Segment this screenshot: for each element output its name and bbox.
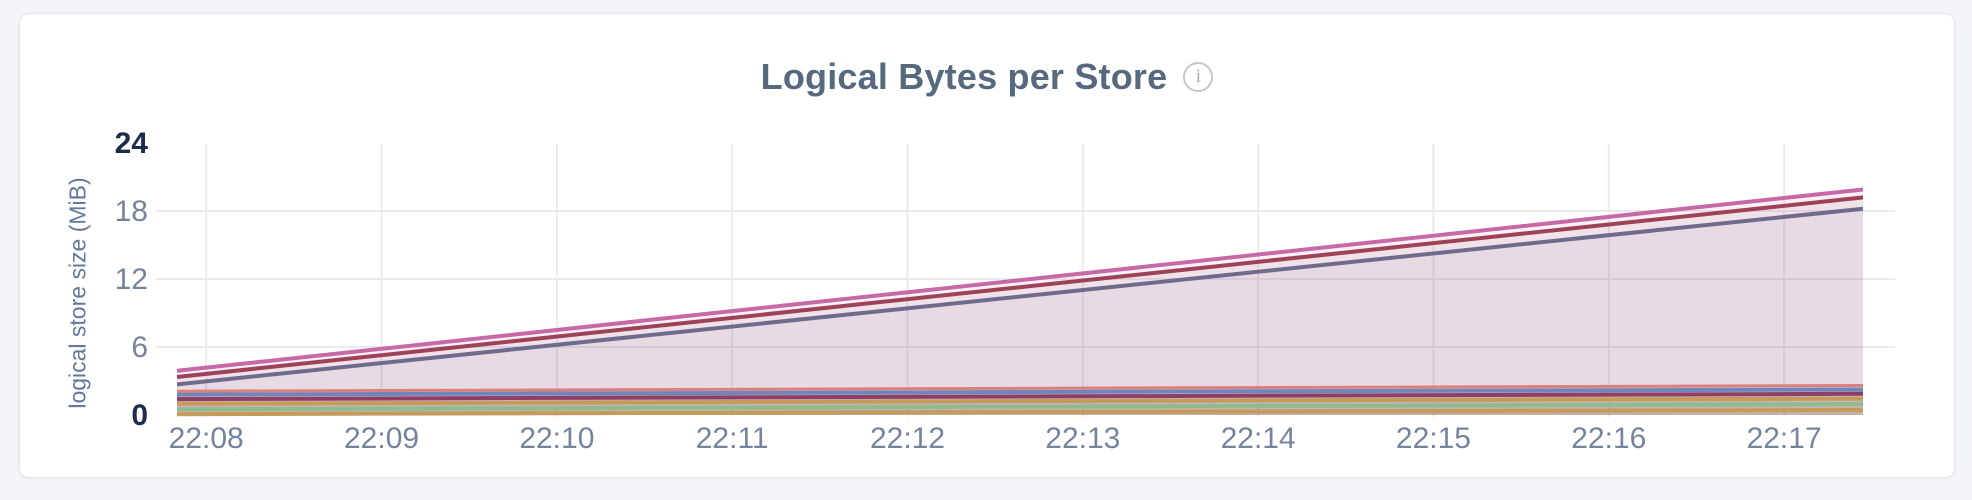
- x-tick-label: 22:15: [1396, 422, 1471, 455]
- info-icon-glyph: i: [1195, 66, 1201, 87]
- y-tick-label: 18: [115, 195, 148, 228]
- line-store-1: [176, 187, 1864, 373]
- x-tick-label: 22:17: [1747, 422, 1822, 455]
- y-tick-label: 24: [115, 127, 149, 160]
- line-store-7: [176, 396, 1864, 406]
- x-tick-label: 22:10: [519, 422, 594, 455]
- x-tick-label: 22:14: [1221, 422, 1296, 455]
- x-tick-label: 22:08: [169, 422, 244, 455]
- line-store-4: [176, 384, 1864, 393]
- line-store-6: [176, 391, 1864, 402]
- line-store-9: [176, 407, 1864, 417]
- x-tick-label: 22:13: [1045, 422, 1120, 455]
- line-store-3: [176, 206, 1864, 387]
- x-tick-label: 22:16: [1571, 422, 1646, 455]
- area-store-1: [177, 189, 1863, 415]
- series-lines: [176, 187, 1864, 417]
- x-tick-label: 22:09: [344, 422, 419, 455]
- y-tick-label: 12: [115, 263, 148, 296]
- chart-header: Logical Bytes per Store i: [20, 56, 1954, 98]
- y-tick-label: 0: [131, 399, 148, 432]
- chart-title: Logical Bytes per Store: [760, 56, 1168, 97]
- line-store-8: [176, 402, 1864, 412]
- info-icon[interactable]: i: [1183, 62, 1214, 92]
- line-store-5: [176, 387, 1864, 397]
- x-tick-label: 22:12: [870, 422, 945, 455]
- area-store-3: [177, 208, 1863, 415]
- axis-labels: 0 6 12 18 24 22:08 22:09 22:10 22:11 22:12 22:13 22…: [115, 127, 1822, 455]
- x-tick-label: 22:11: [696, 422, 769, 455]
- line-store-2: [176, 195, 1864, 379]
- y-tick-label: 6: [131, 331, 148, 364]
